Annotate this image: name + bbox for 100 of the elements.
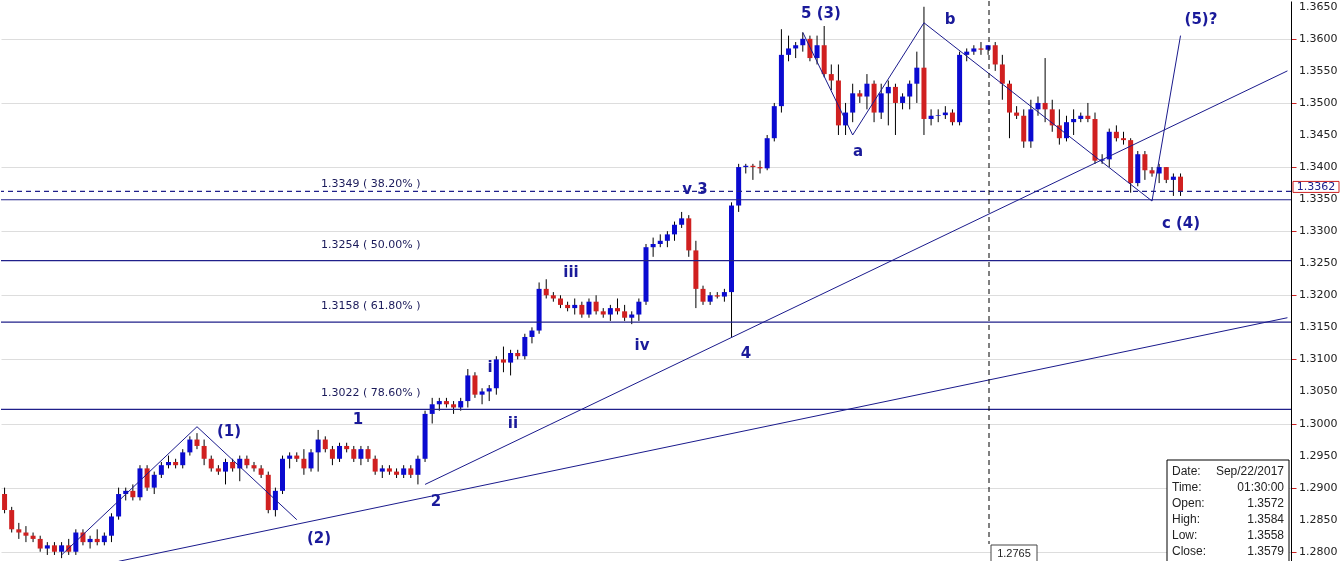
candlestick	[850, 83, 856, 123]
annotation: (2)	[306, 529, 332, 547]
y-tick-label: 1.3450	[1299, 128, 1338, 141]
candlestick	[429, 397, 435, 425]
candlestick	[180, 448, 186, 469]
candlestick	[251, 461, 257, 473]
candlestick	[479, 387, 485, 405]
candlestick	[201, 439, 207, 466]
annotation: c (4)	[1161, 214, 1201, 232]
annotation: ii	[507, 414, 519, 432]
annotation: (1)	[216, 422, 242, 440]
candlestick	[1142, 150, 1148, 181]
y-tick-label: 1.2800	[1299, 544, 1338, 558]
y-tick-label: 1.3550	[1299, 63, 1338, 77]
candlestick	[194, 432, 200, 450]
annotation: v 3	[682, 180, 708, 198]
candlestick	[522, 333, 528, 360]
candlestick	[707, 291, 713, 306]
candlestick	[415, 455, 421, 485]
candlestick	[144, 464, 150, 492]
candlestick	[187, 435, 193, 457]
candlestick	[992, 41, 998, 72]
annotation: i	[487, 358, 493, 376]
candlestick	[337, 442, 343, 463]
candlestick	[372, 455, 378, 476]
candlestick	[529, 326, 535, 344]
candlestick	[130, 483, 136, 501]
candlestick	[914, 51, 920, 104]
y-tick-label: 1.3600	[1299, 31, 1338, 45]
candlestick	[1064, 115, 1069, 142]
candlestick	[9, 506, 15, 534]
y-tick-label: 1.2850	[1299, 512, 1338, 526]
candlestick	[258, 464, 264, 479]
y-tick-label: 1.3250	[1299, 256, 1338, 270]
candlestick	[543, 278, 549, 299]
candlestick	[892, 83, 898, 136]
candlestick	[151, 471, 157, 495]
ref-line-label: 1.3349 ( 38.20% )	[321, 176, 421, 190]
text: Open: 1.3572	[1172, 496, 1284, 510]
candlestick	[1178, 172, 1184, 197]
candlestick	[999, 54, 1005, 101]
annotation: 4	[740, 344, 752, 362]
text: High: 1.3584	[1172, 512, 1284, 526]
candlestick	[978, 41, 984, 56]
annotation: 1.2765	[997, 547, 1031, 559]
candlestick	[108, 512, 114, 543]
annotation: b	[944, 10, 956, 28]
candlestick	[500, 346, 506, 373]
y-tick-label: 1.2950	[1299, 448, 1338, 462]
annotation: iii	[563, 263, 579, 281]
text: Time: 01:30:00	[1172, 480, 1284, 494]
y-tick-label: 1.3500	[1299, 95, 1338, 109]
candlestick	[907, 80, 913, 110]
candlestick	[2, 487, 8, 514]
candlestick	[508, 349, 514, 376]
y-tick-label: 1.3150	[1299, 320, 1338, 334]
ref-line-label: 1.3158 ( 61.80% )	[321, 299, 421, 313]
candlestick	[636, 297, 642, 322]
ref-line-label: 1.3254 ( 50.00% )	[321, 237, 421, 251]
candlestick	[700, 285, 706, 306]
candlestick	[1170, 172, 1176, 197]
ref-line-label: 1.3022 ( 78.60% )	[321, 386, 421, 400]
y-tick-label: 1.3650	[1299, 0, 1338, 13]
annotation: 2	[430, 492, 442, 510]
candlestick	[786, 35, 792, 62]
y-tick-label: 1.3350	[1299, 192, 1338, 206]
annotation: 1	[352, 410, 364, 428]
candlestick	[814, 35, 820, 65]
annotation: a	[852, 142, 864, 160]
candlestick	[472, 371, 478, 399]
candlestick	[586, 297, 592, 319]
y-tick-label: 1.3050	[1299, 384, 1338, 398]
candlestick	[1042, 57, 1048, 123]
text: Low: 1.3558	[1172, 528, 1284, 542]
candlestick	[885, 80, 891, 126]
y-tick-label: 1.3300	[1299, 224, 1338, 238]
candlestick	[928, 108, 934, 126]
candlestick	[1085, 102, 1091, 123]
candlestick	[828, 63, 834, 91]
y-tick-label: 1.3200	[1299, 288, 1338, 302]
ref-line-label: 1.3362	[1296, 179, 1336, 193]
text: Date: Sep/22/2017	[1172, 464, 1284, 478]
candlestick	[1149, 166, 1155, 178]
candlestick	[315, 429, 321, 473]
candlestick	[593, 294, 599, 316]
annotation: 5 (3)	[801, 4, 841, 22]
candlestick	[87, 535, 93, 550]
candlestick	[244, 455, 250, 469]
candlestick	[223, 458, 228, 485]
candlestick	[358, 445, 364, 466]
candlestick	[308, 448, 314, 473]
annotation: iv	[634, 336, 650, 354]
y-tick-label: 1.3000	[1299, 416, 1338, 430]
annotation: (5)?	[1184, 10, 1218, 28]
candlestick	[864, 73, 870, 110]
candlestick	[800, 31, 806, 53]
y-tick-label: 1.3400	[1299, 160, 1338, 174]
candlestick	[1035, 96, 1041, 117]
text: Close: 1.3579	[1172, 544, 1284, 558]
candlestick	[329, 445, 335, 466]
